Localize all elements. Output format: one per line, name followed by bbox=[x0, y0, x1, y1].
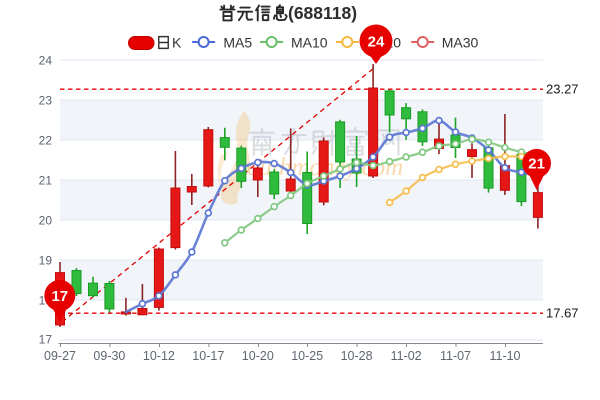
svg-text:10-25: 10-25 bbox=[291, 349, 323, 363]
svg-text:11-10: 11-10 bbox=[489, 349, 520, 363]
svg-text:11-02: 11-02 bbox=[391, 349, 422, 363]
svg-text:10-17: 10-17 bbox=[192, 349, 224, 363]
svg-text:MA10: MA10 bbox=[291, 35, 328, 51]
svg-text:24: 24 bbox=[368, 33, 385, 50]
svg-text:10-12: 10-12 bbox=[143, 349, 175, 363]
svg-text:09-30: 09-30 bbox=[93, 349, 125, 363]
svg-text:MA5: MA5 bbox=[223, 35, 252, 51]
svg-text:23: 23 bbox=[39, 94, 53, 108]
svg-text:(688118): (688118) bbox=[288, 3, 357, 23]
svg-text:09-27: 09-27 bbox=[44, 349, 76, 363]
svg-text:10-28: 10-28 bbox=[341, 349, 373, 363]
svg-text:23.27: 23.27 bbox=[546, 82, 579, 97]
svg-text:17: 17 bbox=[39, 333, 53, 347]
svg-text:21: 21 bbox=[528, 156, 545, 173]
svg-text:21: 21 bbox=[39, 174, 53, 188]
svg-text:19: 19 bbox=[39, 254, 53, 268]
svg-text:24: 24 bbox=[39, 54, 53, 68]
svg-text:22: 22 bbox=[39, 134, 53, 148]
svg-text:10-20: 10-20 bbox=[242, 349, 274, 363]
svg-text:20: 20 bbox=[39, 214, 53, 228]
svg-text:K: K bbox=[172, 35, 182, 51]
svg-text:11-07: 11-07 bbox=[440, 349, 471, 363]
svg-text:17: 17 bbox=[51, 288, 68, 305]
svg-text:17.67: 17.67 bbox=[546, 306, 579, 321]
svg-text:MA30: MA30 bbox=[442, 35, 479, 51]
